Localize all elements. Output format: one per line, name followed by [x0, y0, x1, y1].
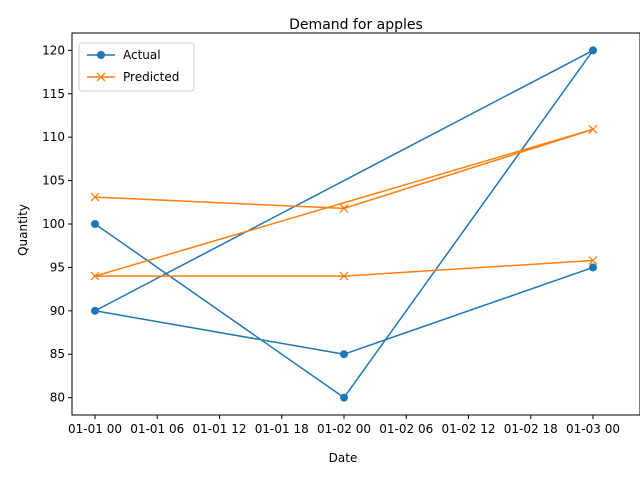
data-point-actual [589, 46, 597, 55]
x-tick-label: 01-02 06 [379, 422, 433, 436]
y-axis-title: Quantity [16, 204, 30, 256]
y-tick-label: 105 [42, 174, 65, 188]
series-line-actual [94, 49, 594, 399]
y-tick-label: 80 [50, 391, 65, 405]
legend-marker-predicted [96, 72, 106, 82]
legend-label-actual: Actual [123, 48, 161, 62]
data-point-predicted [588, 124, 598, 134]
data-point-predicted [339, 271, 349, 281]
series-line-predicted [94, 128, 594, 277]
data-point-actual [91, 220, 99, 228]
y-tick-label: 95 [50, 260, 65, 274]
data-point-actual [589, 263, 597, 272]
x-tick-label: 01-02 00 [317, 422, 371, 436]
data-point-actual [91, 306, 99, 315]
data-point-actual [340, 393, 348, 402]
y-tick-label: 110 [42, 130, 65, 144]
x-tick-label: 01-02 18 [504, 422, 558, 436]
legend-label-predicted: Predicted [123, 70, 179, 84]
y-axis: 80 85 90 95 100 105 110 115 120 [42, 43, 72, 405]
x-axis-title: Date [329, 451, 358, 465]
y-tick-label: 115 [42, 87, 65, 101]
data-point-predicted [90, 271, 100, 281]
y-tick-label: 120 [42, 43, 65, 57]
series-layer [90, 46, 598, 402]
legend-marker-actual [97, 51, 105, 59]
x-axis: 01-01 00 01-01 06 01-01 12 01-01 18 01-02 00… [68, 415, 620, 436]
y-tick-label: 100 [42, 217, 65, 231]
y-tick-label: 90 [50, 304, 65, 318]
data-point-predicted [339, 203, 349, 213]
x-tick-label: 01-01 06 [130, 422, 184, 436]
data-point-predicted [90, 192, 100, 202]
x-tick-label: 01-01 12 [193, 422, 247, 436]
x-tick-label: 01-03 00 [566, 422, 620, 436]
data-point-predicted [588, 256, 598, 265]
chart-title: Demand for apples [289, 17, 423, 33]
y-tick-label: 85 [50, 347, 65, 361]
data-point-actual [340, 350, 348, 359]
x-tick-label: 01-01 18 [255, 422, 309, 436]
x-tick-label: 01-02 12 [442, 422, 496, 436]
legend: Actual Predicted [78, 42, 195, 92]
x-tick-label: 01-01 00 [68, 422, 122, 436]
